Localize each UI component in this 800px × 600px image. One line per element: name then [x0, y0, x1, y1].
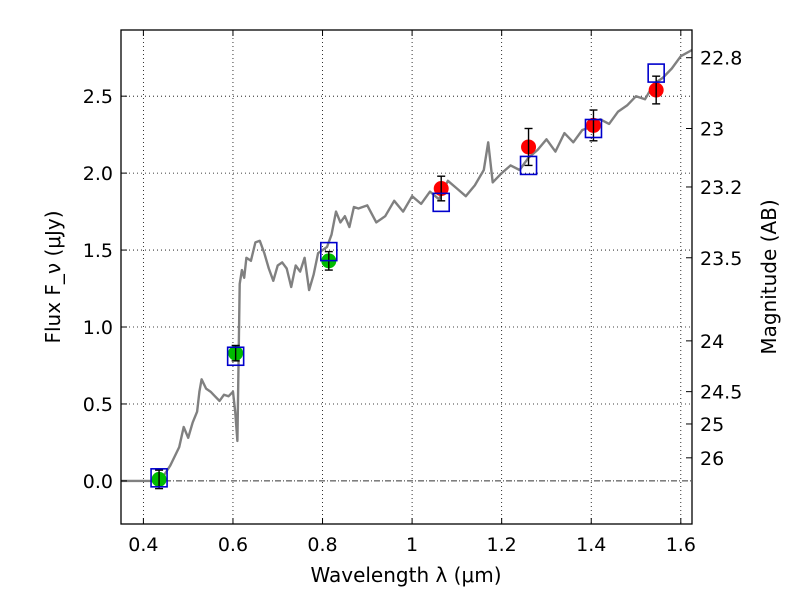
x-tick-label: 1.4	[576, 534, 606, 556]
tick-labels: 0.4 0.6 0.8 1 1.2 1.4 1.6 0.0 0.5 1.0 1.5 2.0 2.5 22.…	[83, 48, 743, 556]
tick-marks	[121, 30, 692, 524]
plot-background	[121, 30, 692, 524]
model-square	[319, 241, 338, 262]
mag-tick-label: 26	[700, 448, 724, 470]
y-tick-label: 2.5	[83, 86, 113, 108]
y-tick-label: 0.0	[83, 471, 113, 493]
model-square	[226, 346, 245, 367]
x-axis-title: Wavelength λ (μm)	[310, 563, 501, 587]
model-square	[150, 468, 168, 488]
x-tick-label: 1.2	[487, 534, 517, 556]
mag-tick-label: 23	[700, 118, 724, 140]
model-square	[432, 192, 451, 213]
model-sed-line	[121, 48, 693, 483]
y-tick-label: 1.0	[83, 317, 113, 339]
y-tick-label: 2.0	[83, 163, 113, 185]
mag-tick-label: 24	[700, 331, 724, 353]
x-tick-label: 1.6	[666, 534, 696, 556]
x-tick-label: 1	[406, 534, 418, 556]
y-axis-title: Flux F_ν (μJy)	[41, 210, 65, 343]
plot-frame	[120, 29, 693, 525]
y-right-axis-title: Magnitude (AB)	[757, 199, 781, 354]
markers-group	[150, 63, 665, 490]
y-tick-label: 0.5	[83, 394, 113, 416]
sed-polyline	[121, 48, 693, 483]
x-tick-label: 0.8	[307, 534, 337, 556]
mag-tick-label: 25	[700, 414, 724, 436]
mag-tick-label: 23.5	[700, 248, 742, 270]
mag-tick-label: 23.2	[700, 177, 742, 199]
mag-tick-label: 24.5	[700, 382, 742, 404]
mag-tick-label: 22.8	[700, 48, 742, 70]
y-tick-label: 1.5	[83, 240, 113, 262]
model-square	[647, 63, 665, 83]
model-square	[584, 118, 603, 139]
model-square	[519, 155, 538, 176]
x-tick-label: 0.6	[218, 534, 248, 556]
x-tick-label: 0.4	[128, 534, 158, 556]
